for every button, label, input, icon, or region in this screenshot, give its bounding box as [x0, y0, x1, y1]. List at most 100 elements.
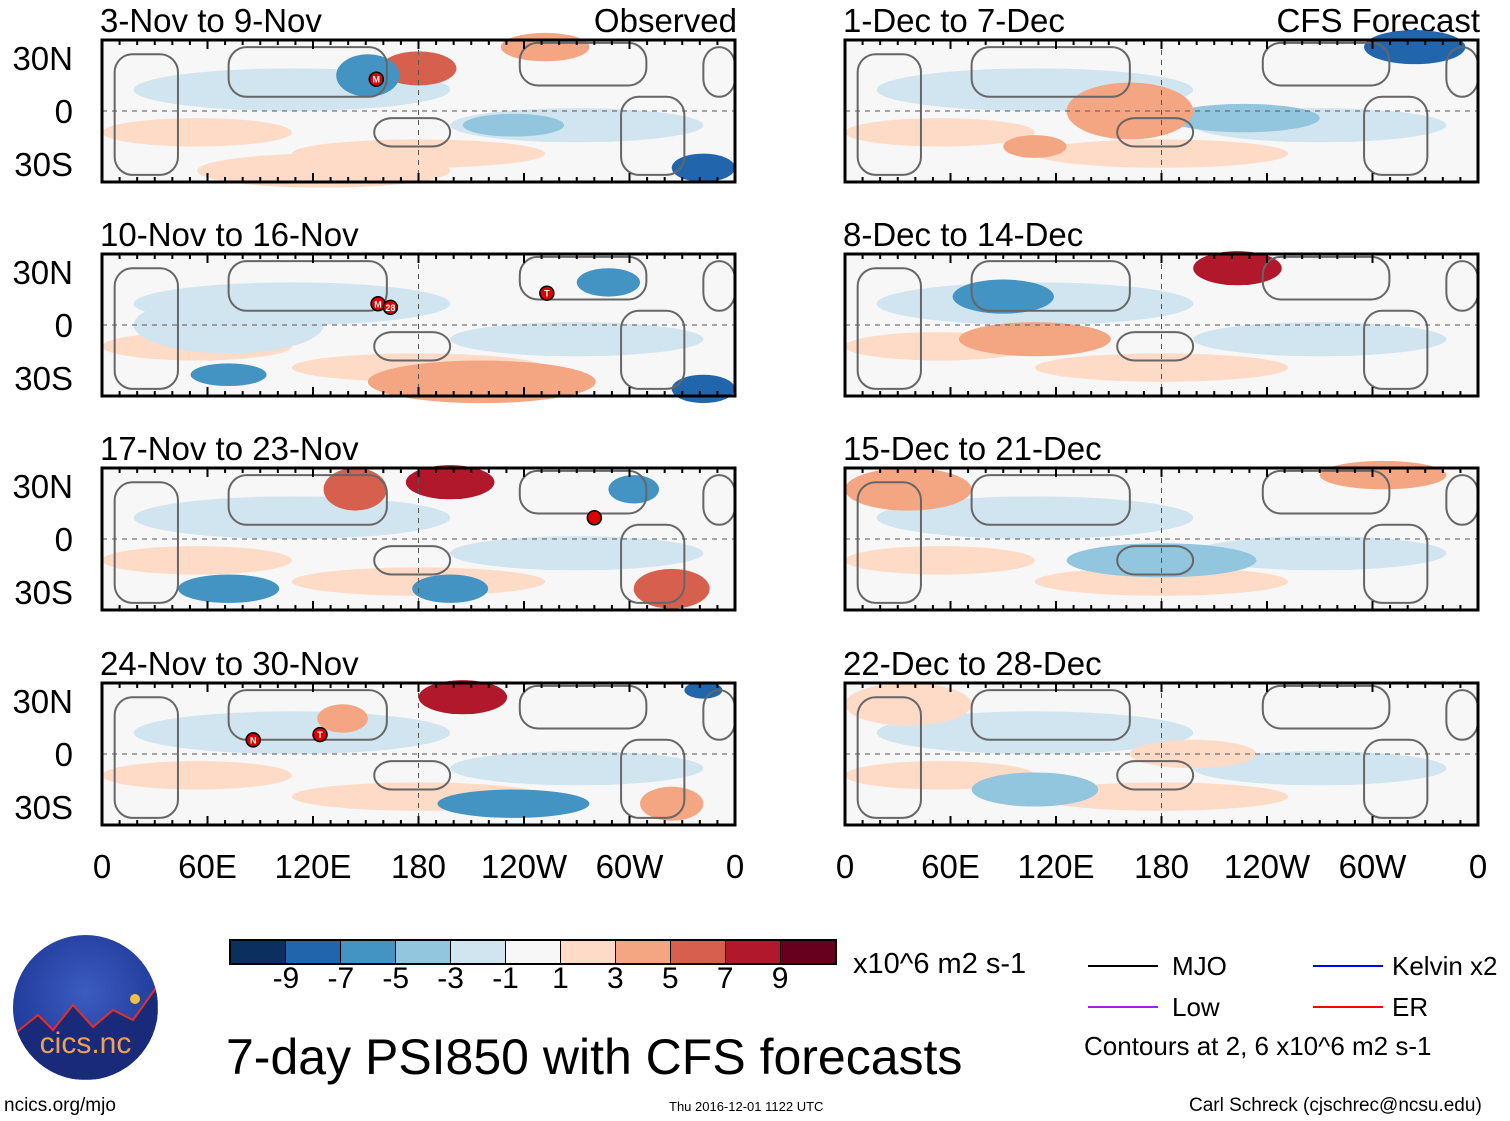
colorbar-swatch: [560, 941, 615, 963]
continent-outline: [227, 689, 388, 741]
colorbar-swatch: [780, 941, 835, 963]
continent-outline: [1116, 760, 1195, 791]
panel-label: Observed: [593, 2, 737, 39]
map-right-3: [843, 681, 1480, 827]
anomaly-shading: [450, 536, 704, 571]
continent-outline: [227, 260, 388, 312]
legend-label-kelvin: Kelvin x2: [1392, 951, 1498, 981]
panel-title: 17-Nov to 23-Nov: [100, 430, 359, 467]
colorbar-tick: -9: [272, 962, 300, 995]
colorbar-tick: -3: [437, 962, 464, 995]
lon-label: 60W: [1338, 848, 1407, 885]
panel-title: 8-Dec to 14-Dec: [843, 216, 1084, 253]
continent-outline: [1261, 41, 1391, 87]
lat-label: 30S: [14, 789, 73, 826]
footer-author: Carl Schreck (cjschrec@ncsu.edu): [1189, 1095, 1482, 1116]
storm-label: 28: [385, 303, 395, 313]
lon-label: 120W: [480, 848, 568, 885]
lon-label: 60W: [595, 848, 664, 885]
legend-line-kelvin: [1313, 965, 1383, 967]
continent-outline: [1116, 331, 1195, 362]
continent-outline: [1363, 523, 1429, 604]
anomaly-shading: [450, 751, 704, 786]
colorbar-swatch: [395, 941, 450, 963]
continent-outline: [970, 474, 1131, 526]
continent-outline: [1116, 117, 1195, 148]
continent-outline: [373, 760, 452, 791]
anomaly-shading: [133, 496, 451, 539]
continent-outline: [620, 523, 686, 604]
map-right-1: [843, 251, 1480, 398]
lon-label: 60E: [178, 848, 237, 885]
continent-outline: [1261, 684, 1391, 730]
continent-outline: [1116, 545, 1195, 576]
anomaly-shading: [1003, 135, 1067, 158]
anomaly-shading: [336, 54, 400, 97]
panel-title: 10-Nov to 16-Nov: [100, 216, 359, 253]
continent-outline: [373, 331, 452, 362]
legend-line-mjo: [1088, 965, 1158, 967]
anomaly-shading: [952, 279, 1054, 314]
anomaly-shading: [1193, 536, 1447, 571]
colorbar-tick: -7: [327, 962, 355, 995]
colorbar-tick: 9: [771, 962, 789, 995]
anomaly-shading: [971, 772, 1099, 807]
lon-label: 0: [92, 848, 112, 885]
continent-outline: [970, 689, 1131, 741]
colorbar-tick: 5: [661, 962, 679, 995]
lon-label: 120E: [1017, 848, 1095, 885]
anomaly-shading: [102, 546, 292, 575]
continent-outline: [856, 53, 922, 176]
panel-title: 1-Dec to 7-Dec: [843, 2, 1065, 39]
anomaly-shading: [1193, 322, 1447, 357]
anomaly-shading: [876, 711, 1194, 754]
continent-outline: [518, 684, 648, 730]
anomaly-shading: [102, 761, 292, 790]
anomaly-shading: [1364, 30, 1466, 65]
continent-outline: [227, 46, 388, 98]
lon-label: 60E: [921, 848, 980, 885]
anomaly-shading: [1193, 751, 1447, 786]
anomaly-shading: [177, 574, 280, 603]
storm-label: M: [373, 75, 381, 85]
continent-outline: [1363, 95, 1429, 176]
lon-label: 180: [390, 848, 447, 885]
storm-label: T: [317, 730, 323, 740]
lat-label: 30N: [12, 468, 73, 505]
lat-label: 30N: [12, 40, 73, 77]
storm-label: M: [374, 299, 382, 309]
tropical-cyclone-icon: [586, 510, 603, 526]
continent-outline: [113, 267, 179, 390]
anomaly-shading: [367, 360, 596, 404]
anomaly-shading: [450, 322, 704, 357]
footer-url[interactable]: ncics.org/mjo: [4, 1095, 116, 1116]
anomaly-shading: [462, 113, 565, 137]
colorbar-swatch: [340, 941, 395, 963]
colorbar-swatch: [725, 941, 780, 963]
tropical-cyclone-icon: M: [368, 71, 385, 87]
continent-outline: [518, 469, 648, 515]
tropical-cyclone-icon: T: [539, 285, 555, 301]
panel-title: 3-Nov to 9-Nov: [100, 2, 322, 39]
lon-label: 0: [835, 848, 855, 885]
anomaly-shading: [500, 32, 590, 62]
lat-label: 30S: [14, 146, 73, 183]
anomaly-shading: [671, 374, 735, 404]
continent-outline: [1363, 309, 1429, 390]
anomaly-shading: [876, 496, 1194, 539]
lat-label: 0: [54, 307, 73, 344]
legend-line-er: [1313, 1006, 1383, 1008]
lat-label: 0: [54, 736, 73, 773]
anomaly-shading: [640, 786, 704, 821]
colorbar-tick: 1: [552, 962, 569, 995]
continent-outline: [518, 255, 648, 301]
colorbar-tick: -1: [492, 962, 519, 995]
panel-title: 15-Dec to 21-Dec: [843, 430, 1102, 467]
lon-label: 180: [1133, 848, 1190, 885]
anomaly-shading: [323, 468, 387, 511]
anomaly-shading: [671, 153, 735, 182]
lat-label: 30N: [12, 683, 73, 720]
continent-outline: [620, 95, 686, 176]
colorbar: [229, 939, 837, 965]
colorbar-tick: -5: [382, 962, 410, 995]
